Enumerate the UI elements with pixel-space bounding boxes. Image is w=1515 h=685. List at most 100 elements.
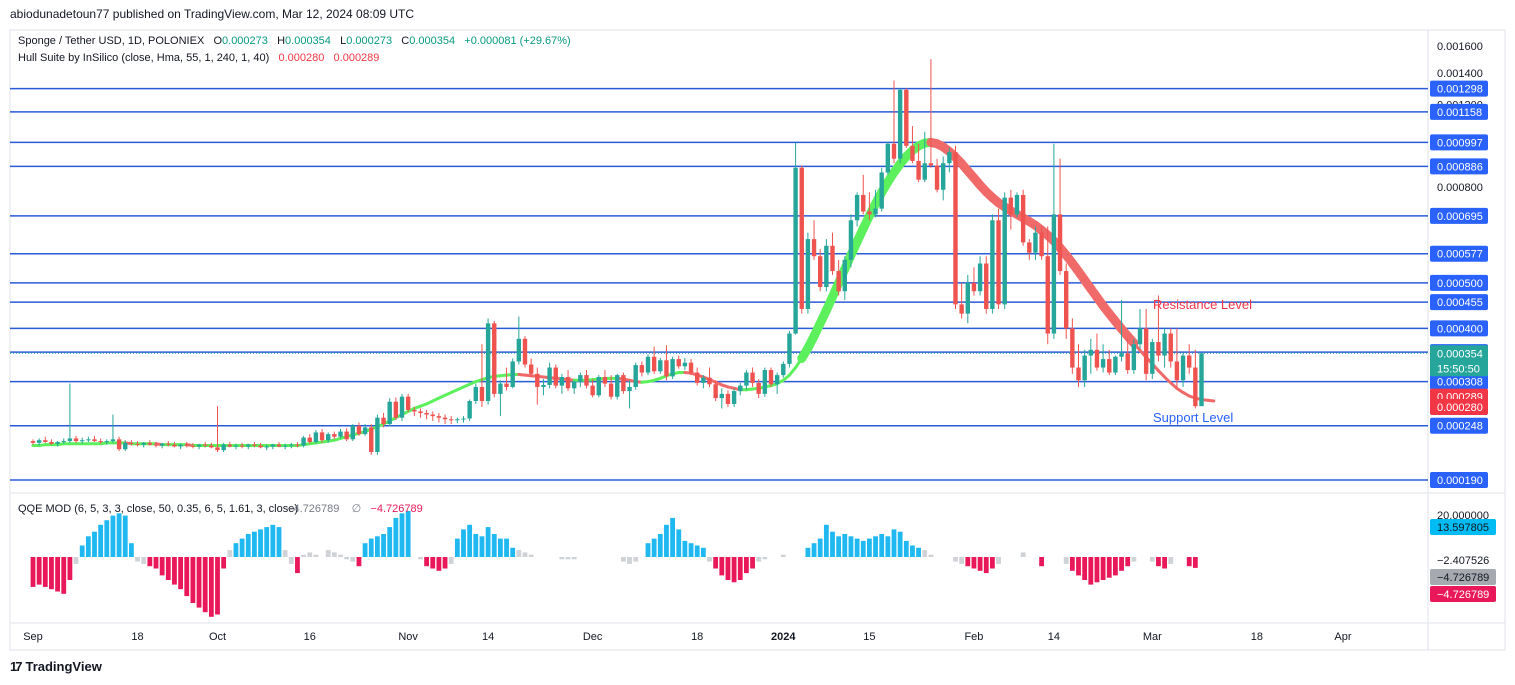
qqe-histogram-bar bbox=[971, 557, 977, 569]
candle-body bbox=[1027, 242, 1032, 253]
candle-body bbox=[535, 373, 540, 387]
qqe-histogram-bar bbox=[1088, 557, 1094, 585]
qqe-histogram-bar bbox=[571, 557, 577, 560]
candle-body bbox=[731, 391, 737, 404]
candle-body bbox=[688, 362, 694, 373]
low-label: L bbox=[340, 35, 347, 47]
candle-body bbox=[713, 384, 718, 399]
qqe-histogram-bar bbox=[922, 550, 928, 557]
qqe-histogram-bar bbox=[295, 557, 300, 574]
price-level-label-text: 0.000695 bbox=[1437, 211, 1483, 223]
qqe-histogram-bar bbox=[916, 547, 921, 557]
candle-body bbox=[387, 401, 392, 425]
candle-body bbox=[350, 425, 355, 440]
candle-body bbox=[805, 239, 811, 309]
qqe-histogram-bar bbox=[713, 557, 719, 569]
candle-body bbox=[904, 89, 909, 146]
candle-body bbox=[473, 386, 478, 402]
qqe-histogram-bar bbox=[67, 557, 73, 580]
qqe-histogram-bar bbox=[830, 531, 835, 557]
candle-body bbox=[1143, 328, 1149, 374]
symbol-legend[interactable]: Sponge / Tether USD, 1D, POLONIEX O0.000… bbox=[18, 35, 571, 47]
qqe-histogram-bar bbox=[756, 557, 762, 562]
qqe-histogram-bar bbox=[399, 513, 405, 557]
candle-body bbox=[147, 442, 153, 445]
candle-body bbox=[873, 208, 878, 215]
candle-body bbox=[504, 383, 509, 387]
candle-body bbox=[30, 441, 36, 443]
candle-body bbox=[738, 385, 743, 392]
qqe-histogram-bar bbox=[1149, 557, 1155, 562]
qqe-histogram-bar bbox=[928, 554, 934, 557]
price-level-label-text: 0.001298 bbox=[1437, 84, 1483, 96]
qqe-histogram-bar bbox=[381, 534, 386, 557]
price-level-label bbox=[1430, 103, 1488, 120]
qqe-histogram-bar bbox=[178, 557, 183, 590]
qqe-histogram-bar bbox=[116, 513, 122, 557]
qqe-histogram-bar bbox=[719, 557, 725, 576]
candle-body bbox=[658, 360, 663, 372]
candle-body bbox=[787, 333, 792, 364]
candle-body bbox=[559, 377, 565, 386]
qqe-histogram-bar bbox=[418, 557, 423, 560]
candle-body bbox=[166, 443, 171, 445]
qqe-histogram-bar bbox=[331, 552, 337, 557]
price-level-label bbox=[1430, 417, 1488, 434]
candle-body bbox=[233, 445, 239, 447]
candle-body bbox=[264, 446, 269, 448]
candle-body bbox=[209, 445, 214, 448]
candle-body bbox=[818, 256, 823, 288]
qqe-histogram-bar bbox=[473, 534, 479, 557]
qqe-histogram-bar bbox=[1094, 557, 1100, 583]
candle-body bbox=[1064, 271, 1069, 329]
qqe-histogram-bar bbox=[110, 515, 116, 557]
qqe-histogram-bar bbox=[873, 536, 878, 557]
candle-body bbox=[430, 414, 435, 417]
qqe-histogram-bar bbox=[1131, 557, 1137, 562]
candle-body bbox=[80, 440, 85, 442]
candle-body bbox=[670, 359, 675, 377]
qqe-histogram-bar bbox=[1039, 557, 1044, 567]
candle-body bbox=[811, 239, 817, 257]
chart-frame bbox=[9, 29, 1506, 651]
candle-body bbox=[977, 263, 983, 292]
qqe-histogram-bar bbox=[184, 557, 190, 597]
qqe-histogram-bar bbox=[282, 550, 288, 557]
qqe-histogram-bar bbox=[707, 557, 712, 562]
candle-body bbox=[965, 282, 970, 314]
candle-body bbox=[615, 375, 620, 397]
candle-body bbox=[203, 444, 208, 446]
candle-body bbox=[608, 383, 614, 397]
qqe-histogram-bar bbox=[313, 554, 319, 557]
price-level-label bbox=[1430, 80, 1488, 97]
price-level-label-text: 0.000997 bbox=[1437, 137, 1483, 149]
hull-legend[interactable]: Hull Suite by InSilico (close, Hma, 55, … bbox=[18, 52, 379, 64]
tradingview-logo[interactable]: 17 TradingView bbox=[10, 659, 102, 674]
candle-body bbox=[830, 245, 835, 272]
qqe-histogram-bar bbox=[627, 557, 632, 564]
qqe-histogram-bar bbox=[368, 538, 374, 557]
price-level-label bbox=[1430, 158, 1488, 175]
hull-value-label-text: 0.000280 bbox=[1437, 402, 1483, 414]
qqe-histogram-bar bbox=[1113, 557, 1118, 576]
qqe-histogram-bar bbox=[227, 550, 233, 557]
candle-body bbox=[1008, 197, 1014, 215]
qqe-histogram-bar bbox=[338, 554, 343, 557]
candle-body bbox=[282, 445, 288, 447]
qqe-histogram-bar bbox=[350, 557, 356, 562]
qqe-histogram-bar bbox=[467, 524, 473, 557]
qqe-histogram-bar bbox=[842, 534, 848, 557]
price-level-label-text: 0.001158 bbox=[1437, 107, 1482, 119]
qqe-legend[interactable]: QQE MOD (6, 5, 3, 3, close, 50, 0.35, 6,… bbox=[18, 502, 423, 515]
time-axis-label: 16 bbox=[304, 631, 316, 643]
qqe-histogram-bar bbox=[245, 534, 251, 557]
price-level-label bbox=[1430, 472, 1488, 488]
candle-body bbox=[836, 271, 841, 292]
qqe-histogram-bar bbox=[621, 557, 626, 562]
time-axis-label: Dec bbox=[583, 631, 603, 643]
publisher-line: abiodunadetoun77 published on TradingVie… bbox=[10, 7, 415, 21]
qqe-histogram-bar bbox=[836, 536, 842, 557]
candle-body bbox=[1187, 355, 1192, 368]
candle-body bbox=[516, 338, 522, 362]
